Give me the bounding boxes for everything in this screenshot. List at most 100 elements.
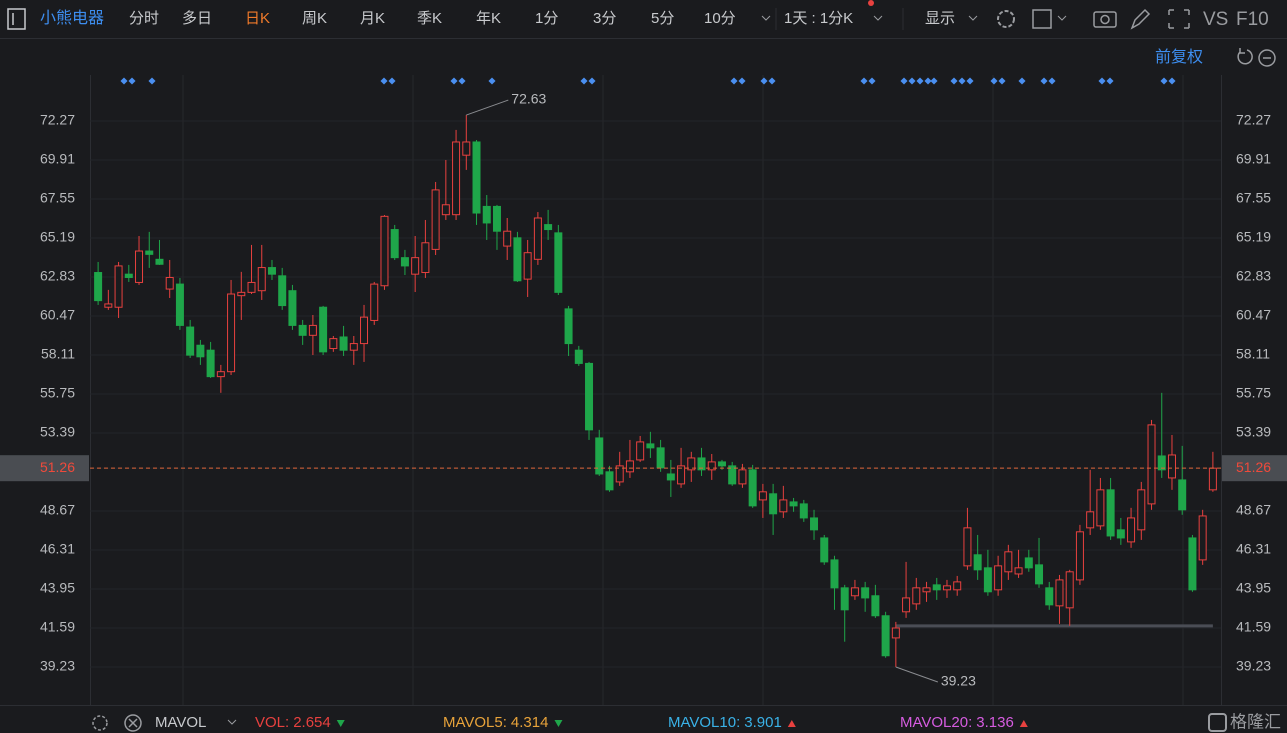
indicator-close[interactable] — [124, 714, 142, 732]
more-chevron[interactable] — [761, 15, 771, 21]
pen-icon[interactable] — [1130, 8, 1151, 30]
period-tabs: 分时 多日 日K 周K 月K 季K 年K 1分 3分 5分 10分 — [129, 10, 736, 27]
candle-body — [983, 567, 992, 593]
event-diamond — [588, 77, 596, 85]
candle-body — [850, 587, 859, 597]
period-tab[interactable]: 3分 — [593, 10, 616, 27]
candle-body — [1096, 489, 1105, 527]
candle-body — [973, 554, 982, 571]
y2-tick-label: 39.23 — [1236, 658, 1271, 674]
y2-tick-label: 62.83 — [1236, 268, 1271, 284]
candle-body — [1127, 517, 1136, 543]
candle-body — [891, 627, 900, 639]
candle-body — [237, 291, 246, 297]
period-tab[interactable]: 日K — [245, 10, 270, 27]
candle-body — [1157, 455, 1166, 471]
y-tick-label: 43.95 — [40, 580, 75, 596]
candle-body — [206, 349, 215, 378]
event-diamond — [966, 77, 974, 85]
last-price-label: 51.26 — [40, 459, 75, 475]
f10-button[interactable]: F10 — [1236, 9, 1269, 30]
candle-body — [615, 465, 624, 483]
event-diamond — [900, 77, 908, 85]
event-diamond — [730, 77, 738, 85]
candle-body — [349, 343, 358, 351]
candle-body — [492, 205, 501, 232]
indicator-name[interactable]: MAVOL — [155, 714, 206, 731]
candle-body — [360, 316, 369, 345]
camera-lens — [1100, 14, 1110, 25]
y-tick-label: 48.67 — [40, 502, 75, 518]
candle-body — [810, 517, 819, 531]
indicator-settings[interactable] — [92, 715, 108, 731]
period-tab[interactable]: 年K — [476, 10, 501, 27]
camera-icon[interactable] — [1093, 11, 1117, 28]
candle-body — [728, 465, 737, 485]
draw-box-icon[interactable] — [1032, 9, 1052, 29]
indicator-label: MAVOL20: — [900, 714, 972, 731]
period-select[interactable]: 1天 : 1分K — [784, 10, 853, 27]
indicator-value: MAVOL5: 4.314 — [443, 714, 548, 731]
indicator-number: 3.136 — [976, 714, 1014, 731]
candle-body — [513, 237, 522, 282]
candle-body — [1014, 567, 1023, 575]
candle-body — [1137, 489, 1146, 531]
candle-body — [779, 499, 788, 513]
y2-tick-label: 41.59 — [1236, 619, 1271, 635]
candle-body — [370, 283, 379, 321]
candle-body — [697, 457, 706, 471]
period-tab[interactable]: 月K — [360, 10, 385, 27]
candle-body — [963, 527, 972, 567]
candle-body — [503, 230, 512, 247]
candle-body — [564, 308, 573, 345]
candle-body — [1075, 531, 1084, 581]
event-diamond — [958, 77, 966, 85]
vs-button[interactable]: VS — [1203, 9, 1228, 30]
time-grid — [182, 75, 1184, 705]
event-diamond — [924, 77, 932, 85]
period-tab[interactable]: 分时 — [129, 10, 159, 27]
candle-body — [94, 272, 103, 302]
candle-body — [421, 242, 430, 274]
min-label: 39.23 — [941, 673, 976, 689]
fullscreen-icon[interactable] — [1168, 9, 1190, 29]
y2-tick-label: 65.19 — [1236, 229, 1271, 245]
candle-body — [820, 537, 829, 563]
min-leader — [895, 666, 939, 683]
adjust-menu[interactable]: 前复权 — [1155, 48, 1203, 66]
candle-body — [124, 273, 133, 278]
undo-icon[interactable] — [1237, 48, 1253, 65]
candle-body — [257, 267, 266, 292]
y-tick-label: 62.83 — [40, 268, 75, 284]
period-tab[interactable]: 5分 — [651, 10, 674, 27]
stock-name[interactable]: 小熊电器 — [40, 9, 104, 27]
candle-body — [646, 443, 655, 449]
y-tick-label: 53.39 — [40, 424, 75, 440]
candle-body — [1004, 551, 1013, 573]
candle-body — [830, 559, 839, 589]
event-diamond — [128, 77, 136, 85]
period-tab[interactable]: 多日 — [182, 10, 212, 27]
period-tab[interactable]: 周K — [302, 10, 327, 27]
indicator-chevron — [227, 719, 237, 725]
candle-body — [738, 469, 747, 485]
candle-body — [482, 205, 491, 224]
period-tab[interactable]: 1分 — [535, 10, 558, 27]
candle-body — [799, 503, 808, 519]
candle-body — [267, 267, 276, 275]
period-tab[interactable]: 季K — [417, 10, 442, 27]
candle-body — [1116, 529, 1125, 539]
display-menu[interactable]: 显示 — [925, 10, 955, 27]
y2-tick-label: 69.91 — [1236, 151, 1271, 167]
candle-body — [380, 215, 389, 287]
period-tab[interactable]: 10分 — [704, 10, 736, 27]
settings-icon[interactable] — [997, 10, 1015, 28]
event-diamond — [388, 77, 396, 85]
candle-body — [574, 349, 583, 364]
candle-body — [1065, 571, 1074, 609]
candle-body — [329, 338, 338, 350]
sidebar-toggle[interactable] — [7, 8, 26, 30]
zoom-out-icon[interactable] — [1258, 49, 1276, 67]
event-diamond — [488, 77, 496, 85]
